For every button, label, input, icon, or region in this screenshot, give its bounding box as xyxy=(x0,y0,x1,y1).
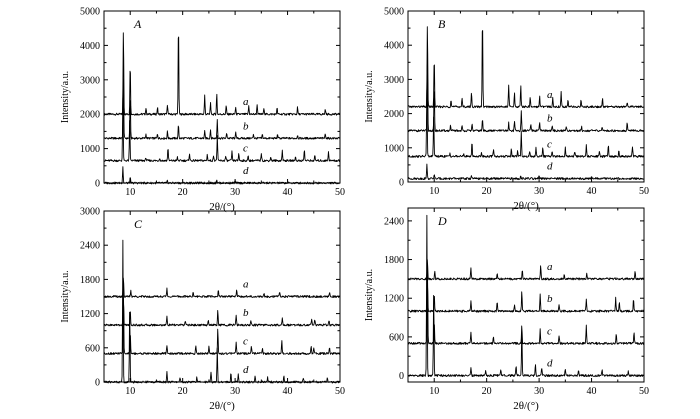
panel-label: B xyxy=(438,17,446,31)
series-label-b: b xyxy=(243,120,249,132)
x-tick-label: 30 xyxy=(534,386,544,397)
y-tick-label: 1000 xyxy=(384,143,404,154)
x-tick-label: 10 xyxy=(429,186,439,197)
x-tick-label: 50 xyxy=(335,187,345,198)
y-tick-label: 5000 xyxy=(80,7,100,18)
series-trace-d xyxy=(104,240,340,383)
panel-label: A xyxy=(133,17,142,31)
series-trace-c xyxy=(104,287,340,354)
y-tick-label: 2400 xyxy=(384,216,404,227)
x-tick-label: 20 xyxy=(482,186,492,197)
y-tick-label: 3000 xyxy=(80,75,100,86)
panel-label: D xyxy=(437,214,447,228)
y-tick-label: 600 xyxy=(389,332,404,343)
series-label-d: d xyxy=(547,358,553,370)
y-tick-label: 2400 xyxy=(80,241,100,252)
x-axis-label: 2θ/(°) xyxy=(513,200,539,212)
series-trace-d xyxy=(408,215,644,376)
series-label-a: a xyxy=(243,96,249,108)
x-tick-label: 30 xyxy=(230,187,240,198)
chart-panel-B: 10 20 30 40 50 0 1000 2000 3000 4000 5000 2θ/(°) Int… xyxy=(364,7,649,213)
y-tick-label: 2000 xyxy=(384,109,404,120)
x-tick-label: 40 xyxy=(587,386,597,397)
chart-panel-A: 10 20 30 40 500100020003000400050002θ/(°)Int… xyxy=(60,7,345,214)
y-axis-label: Intensity/a.u. xyxy=(60,71,71,123)
series-trace-b xyxy=(408,65,644,132)
series-trace-b xyxy=(104,300,340,326)
x-tick-label: 30 xyxy=(230,386,240,397)
series-trace-c xyxy=(408,90,644,158)
series-label-c: c xyxy=(243,143,248,155)
panel-label: C xyxy=(134,217,143,231)
y-tick-label: 1800 xyxy=(384,255,404,266)
series-label-d: d xyxy=(547,161,553,173)
series-label-b: b xyxy=(547,293,553,305)
y-tick-label: 0 xyxy=(95,179,100,190)
series-label-c: c xyxy=(547,138,552,150)
series-label-b: b xyxy=(547,113,553,125)
x-tick-label: 20 xyxy=(178,386,188,397)
y-axis-label: Intensity/a.u. xyxy=(60,270,71,322)
series-trace-c xyxy=(104,98,340,162)
y-axis-label: Intensity/a.u. xyxy=(364,70,375,122)
series-label-b: b xyxy=(243,307,249,319)
y-axis-label: Intensity/a.u. xyxy=(364,269,375,321)
series-trace-a xyxy=(408,27,644,108)
y-tick-label: 1000 xyxy=(80,144,100,155)
series-label-d: d xyxy=(243,364,249,376)
series-label-d: d xyxy=(243,165,249,177)
y-tick-label: 0 xyxy=(95,378,100,389)
y-tick-label: 1200 xyxy=(80,309,100,320)
x-tick-label: 20 xyxy=(482,386,492,397)
x-tick-label: 30 xyxy=(534,186,544,197)
chart-panel-D: 10 20 30 40 50 0 600 1200 1800 2400 2θ/(°) Intensit… xyxy=(364,208,649,412)
y-tick-label: 5000 xyxy=(384,7,404,18)
x-tick-label: 10 xyxy=(125,187,135,198)
x-tick-label: 40 xyxy=(283,386,293,397)
x-tick-label: 50 xyxy=(335,386,345,397)
series-trace-b xyxy=(408,281,644,312)
series-label-a: a xyxy=(547,89,553,101)
y-tick-label: 1200 xyxy=(384,294,404,305)
y-tick-label: 4000 xyxy=(80,41,100,52)
series-trace-a xyxy=(408,260,644,280)
x-tick-label: 20 xyxy=(178,187,188,198)
series-label-c: c xyxy=(547,325,552,337)
x-tick-label: 50 xyxy=(639,186,649,197)
x-tick-label: 50 xyxy=(639,386,649,397)
series-trace-d xyxy=(408,164,644,180)
series-trace-a xyxy=(104,33,340,115)
y-tick-label: 3000 xyxy=(384,75,404,86)
y-tick-label: 600 xyxy=(85,343,100,354)
y-tick-label: 3000 xyxy=(80,207,100,218)
x-axis-label: 2θ/(°) xyxy=(513,400,539,412)
series-trace-b xyxy=(104,79,340,139)
x-tick-label: 10 xyxy=(125,386,135,397)
x-axis-label: 2θ/(°) xyxy=(209,400,235,412)
series-label-c: c xyxy=(243,336,248,348)
y-tick-label: 0 xyxy=(399,371,404,382)
series-label-a: a xyxy=(243,279,249,291)
y-tick-label: 1800 xyxy=(80,275,100,286)
y-tick-label: 0 xyxy=(399,178,404,189)
y-tick-label: 2000 xyxy=(80,110,100,121)
chart-panel-C: 10 20 30 40 50 0 600 1200 1800 2400 3000 2θ/(°) Inte… xyxy=(60,207,345,413)
x-tick-label: 40 xyxy=(587,186,597,197)
y-tick-label: 4000 xyxy=(384,41,404,52)
series-trace-a xyxy=(104,278,340,298)
plot-frame xyxy=(408,208,644,382)
series-label-a: a xyxy=(547,261,553,273)
x-tick-label: 40 xyxy=(283,187,293,198)
series-trace-d xyxy=(104,167,340,184)
series-trace-c xyxy=(408,264,644,345)
x-tick-label: 10 xyxy=(429,386,439,397)
